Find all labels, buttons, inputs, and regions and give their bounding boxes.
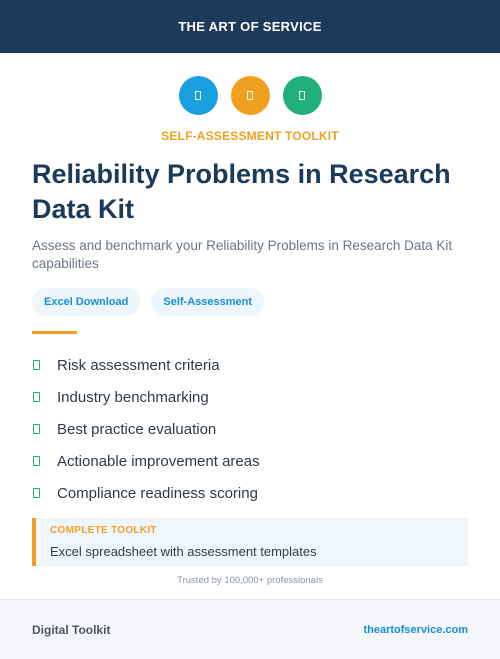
toolkit-callout: COMPLETE TOOLKIT Excel spreadsheet with … bbox=[32, 518, 468, 566]
tag-excel-download: Excel Download bbox=[32, 288, 141, 316]
feature-item: Best practice evaluation bbox=[32, 413, 472, 445]
check-icon bbox=[33, 424, 40, 434]
check-icon bbox=[33, 488, 40, 498]
page-subtitle: Assess and benchmark your Reliability Pr… bbox=[32, 238, 453, 271]
feature-label: Actionable improvement areas bbox=[57, 452, 260, 470]
feature-label: Risk assessment criteria bbox=[57, 356, 220, 374]
check-icon bbox=[33, 456, 40, 466]
document-icon bbox=[195, 91, 201, 100]
accent-divider bbox=[32, 331, 77, 334]
check-icon bbox=[33, 392, 40, 402]
footer-label: Digital Toolkit bbox=[32, 622, 111, 637]
header-bar: THE ART OF SERVICE bbox=[0, 0, 500, 53]
tag-list: Excel Download Self-Assessment bbox=[32, 288, 265, 316]
feature-label: Compliance readiness scoring bbox=[57, 484, 258, 502]
feature-item: Compliance readiness scoring bbox=[32, 477, 472, 509]
icon-row bbox=[0, 76, 500, 115]
feature-label: Best practice evaluation bbox=[57, 420, 217, 438]
feature-item: Actionable improvement areas bbox=[32, 445, 472, 477]
footer-bar: Digital Toolkit theartofservice.com bbox=[0, 599, 500, 659]
document-icon-circle-orange bbox=[230, 76, 270, 115]
feature-item: Industry benchmarking bbox=[32, 381, 472, 413]
callout-text: Excel spreadsheet with assessment templa… bbox=[50, 544, 317, 559]
tag-self-assessment: Self-Assessment bbox=[151, 288, 265, 316]
feature-item: Risk assessment criteria bbox=[32, 349, 472, 381]
document-icon bbox=[299, 91, 305, 100]
document-icon bbox=[247, 91, 253, 100]
check-icon bbox=[33, 360, 40, 370]
brand-title: THE ART OF SERVICE bbox=[178, 19, 322, 34]
callout-kicker: COMPLETE TOOLKIT bbox=[50, 525, 157, 536]
document-icon-circle-green bbox=[282, 76, 322, 115]
footer-website-link[interactable]: theartofservice.com bbox=[363, 623, 468, 636]
page-title: Reliability Problems in Research Data Ki… bbox=[32, 159, 451, 224]
document-icon-circle-blue bbox=[178, 76, 218, 115]
trust-line: Trusted by 100,000+ professionals bbox=[177, 575, 323, 586]
feature-label: Industry benchmarking bbox=[57, 388, 209, 406]
toolkit-kicker: SELF-ASSESSMENT TOOLKIT bbox=[161, 129, 339, 143]
feature-list: Risk assessment criteria Industry benchm… bbox=[32, 349, 472, 509]
